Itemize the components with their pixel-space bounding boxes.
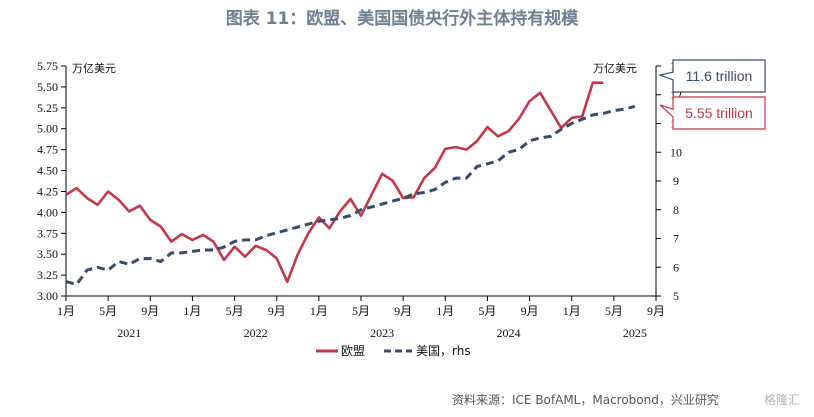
x-tick-label: 1月 bbox=[563, 304, 581, 318]
right-tick-label: 9 bbox=[673, 174, 679, 188]
left-tick-label: 5.25 bbox=[37, 101, 58, 115]
x-tick-label: 9月 bbox=[394, 304, 412, 318]
year-label: 2021 bbox=[117, 326, 141, 340]
chart-title: 图表 11：欧盟、美国国债央行外主体持有规模 bbox=[226, 8, 580, 29]
left-tick-label: 4.50 bbox=[37, 164, 58, 178]
left-tick-label: 4.25 bbox=[37, 184, 58, 198]
x-tick-label: 5月 bbox=[352, 304, 370, 318]
axis-ticks: 3.00 3.25 3.50 3.75 4.00 4.25 4.50 4.75 5.00 5.25… bbox=[37, 59, 682, 340]
callouts: 11.6 trillion 5.55 trillion bbox=[657, 59, 766, 130]
left-tick-label: 4.00 bbox=[37, 205, 58, 219]
left-tick-label: 3.25 bbox=[37, 268, 58, 282]
left-axis-unit: 万亿美元 bbox=[72, 62, 116, 75]
x-tick-label: 9月 bbox=[268, 304, 286, 318]
right-tick-label: 5 bbox=[673, 289, 679, 303]
callout-label: 5.55 trillion bbox=[685, 105, 753, 121]
right-tick-label: 7 bbox=[673, 232, 679, 246]
series-line-eu bbox=[65, 81, 604, 284]
left-tick-label: 5.50 bbox=[37, 80, 58, 94]
year-label: 2023 bbox=[370, 326, 394, 340]
left-tick-label: 5.00 bbox=[37, 122, 58, 136]
right-tick-label: 6 bbox=[673, 260, 679, 274]
left-tick-label: 4.75 bbox=[37, 143, 58, 157]
year-label: 2024 bbox=[497, 326, 521, 340]
x-tick-label: 1月 bbox=[183, 304, 201, 318]
left-tick-label: 3.50 bbox=[37, 247, 58, 261]
series-line-us bbox=[65, 104, 636, 286]
watermark: 格隆汇 bbox=[764, 392, 800, 407]
year-label: 2022 bbox=[244, 326, 268, 340]
x-tick-label: 5月 bbox=[99, 304, 117, 318]
legend-label-us: 美国，rhs bbox=[416, 344, 471, 358]
x-tick-label: 1月 bbox=[436, 304, 454, 318]
legend: 欧盟 美国，rhs bbox=[316, 344, 471, 358]
left-tick-label: 3.75 bbox=[37, 226, 58, 240]
left-tick-label: 5.75 bbox=[37, 59, 58, 73]
x-tick-label: 9月 bbox=[647, 304, 665, 318]
source-note: 资料来源：ICE BofAML，Macrobond，兴业研究 bbox=[452, 392, 719, 407]
right-tick-label: 8 bbox=[673, 203, 679, 217]
axes bbox=[65, 66, 657, 297]
legend-label-eu: 欧盟 bbox=[341, 344, 365, 358]
x-tick-label: 5月 bbox=[226, 304, 244, 318]
right-axis-unit: 万亿美元 bbox=[593, 62, 637, 75]
year-label: 2025 bbox=[623, 326, 647, 340]
callout-box bbox=[659, 96, 766, 130]
x-tick-label: 5月 bbox=[478, 304, 496, 318]
x-tick-label: 1月 bbox=[57, 304, 75, 318]
x-tick-label: 1月 bbox=[310, 304, 328, 318]
series-layer bbox=[65, 81, 636, 286]
x-tick-label: 9月 bbox=[141, 304, 159, 318]
x-tick-label: 9月 bbox=[521, 304, 539, 318]
right-tick-label: 10 bbox=[670, 145, 682, 159]
callout-box bbox=[657, 59, 766, 93]
left-tick-label: 3.00 bbox=[37, 289, 58, 303]
callout-label: 11.6 trillion bbox=[686, 68, 753, 84]
x-tick-label: 5月 bbox=[605, 304, 623, 318]
